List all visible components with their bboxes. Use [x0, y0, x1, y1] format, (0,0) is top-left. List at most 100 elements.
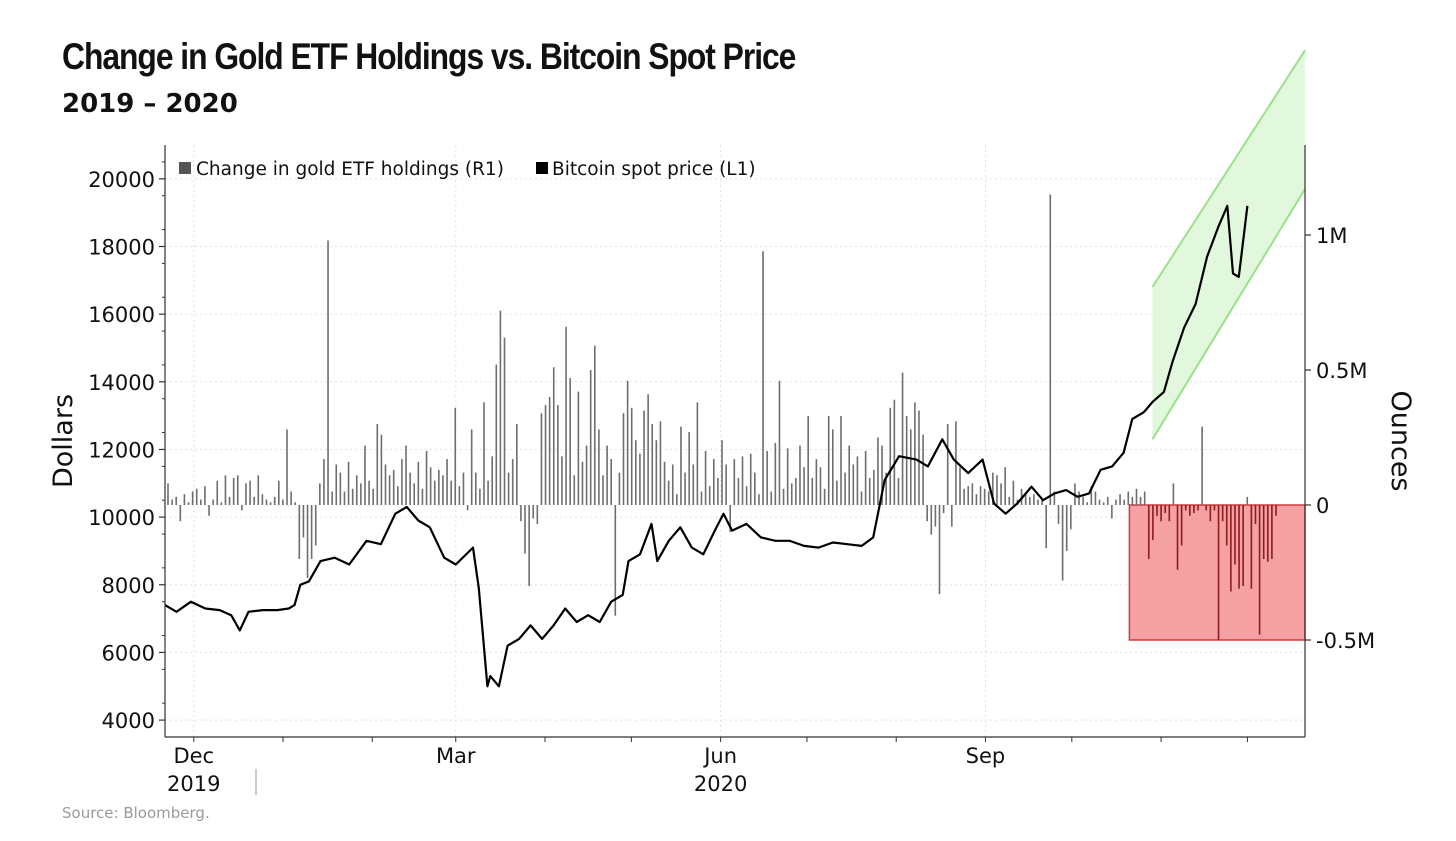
- etf-bar: [179, 505, 182, 522]
- etf-bar: [474, 472, 477, 505]
- etf-bar: [220, 502, 223, 505]
- etf-bar: [651, 424, 654, 505]
- left-tick-label: 20000: [88, 168, 155, 192]
- etf-bar: [1082, 496, 1084, 505]
- etf-bar: [335, 464, 338, 505]
- etf-bar: [216, 480, 219, 505]
- etf-bar: [1028, 496, 1031, 505]
- etf-bar: [1106, 496, 1109, 505]
- right-tick-label: 0.5M: [1316, 359, 1368, 383]
- etf-bar: [782, 488, 785, 505]
- etf-bar: [306, 505, 309, 578]
- etf-bar: [667, 480, 670, 505]
- etf-bar: [971, 483, 974, 505]
- etf-bar: [200, 499, 202, 505]
- etf-bar: [532, 505, 535, 519]
- trend-channel-lower-edge: [1151, 188, 1306, 440]
- etf-bar: [606, 445, 608, 505]
- etf-bar: [1143, 491, 1146, 505]
- etf-bar: [269, 502, 272, 505]
- x-year-label: 2020: [694, 772, 747, 796]
- etf-bar: [548, 397, 551, 505]
- etf-bar: [852, 464, 855, 505]
- etf-bar: [261, 494, 264, 505]
- etf-bar: [922, 434, 924, 505]
- axes: 4000 6000 8000 10000 12000 14000 16000 18000 200…: [48, 145, 1416, 796]
- etf-bar: [462, 472, 465, 505]
- etf-bar: [712, 459, 715, 505]
- etf-bar: [327, 240, 329, 505]
- etf-bar: [491, 456, 493, 505]
- etf-bar: [959, 467, 961, 505]
- etf-bar: [885, 472, 887, 505]
- etf-bar: [257, 475, 260, 505]
- right-tick-label: 1M: [1316, 224, 1347, 248]
- etf-bar: [1070, 505, 1072, 530]
- etf-bar: [659, 421, 662, 505]
- etf-bar: [273, 496, 276, 505]
- etf-bar: [1246, 496, 1249, 505]
- etf-bar: [446, 459, 448, 505]
- etf-bar: [1275, 505, 1277, 516]
- etf-bar: [187, 502, 190, 505]
- etf-bar: [1131, 496, 1134, 505]
- etf-bar: [930, 505, 933, 535]
- etf-bar: [1061, 505, 1064, 581]
- etf-bar: [721, 440, 723, 505]
- etf-bar: [758, 494, 760, 505]
- left-tick-label: 16000: [88, 303, 155, 327]
- etf-bar: [684, 472, 686, 505]
- left-tick-label: 8000: [102, 574, 155, 598]
- etf-bar: [901, 372, 904, 505]
- etf-bar: [351, 488, 354, 505]
- left-axis-title: Dollars: [48, 394, 79, 488]
- etf-bar: [938, 505, 941, 595]
- etf-bar: [671, 464, 674, 505]
- etf-bar: [442, 475, 444, 505]
- etf-bar: [1024, 494, 1027, 505]
- etf-bar: [1057, 505, 1060, 524]
- etf-bar: [790, 483, 793, 505]
- etf-bar: [942, 505, 945, 514]
- etf-bar: [946, 424, 949, 505]
- etf-bar: [860, 491, 863, 505]
- etf-bar: [1123, 499, 1125, 505]
- etf-bar: [585, 445, 588, 505]
- etf-bar: [503, 337, 506, 505]
- etf-bar: [905, 415, 908, 505]
- etf-bar: [1234, 505, 1236, 565]
- etf-bar: [191, 491, 194, 505]
- etf-bar: [208, 505, 210, 516]
- bitcoin-price-line: [164, 204, 1249, 688]
- etf-bar: [536, 505, 539, 524]
- etf-bar: [795, 478, 797, 505]
- etf-bar: [741, 456, 744, 505]
- etf-bar: [528, 505, 530, 586]
- etf-bar: [314, 505, 317, 546]
- etf-bar: [815, 459, 818, 505]
- etf-bar: [1119, 494, 1121, 505]
- etf-bar: [1258, 505, 1261, 635]
- etf-bar: [245, 483, 247, 505]
- etf-bar: [733, 459, 736, 505]
- etf-bar: [1266, 505, 1269, 562]
- etf-bar: [836, 480, 838, 505]
- annotations-under: [1128, 49, 1306, 641]
- etf-bar: [897, 478, 900, 505]
- etf-bar: [708, 486, 711, 505]
- etf-bar: [983, 488, 986, 505]
- etf-bar: [183, 494, 186, 505]
- etf-bar: [967, 486, 970, 505]
- etf-bar: [868, 478, 871, 505]
- etf-bar: [298, 505, 301, 559]
- etf-bar: [593, 345, 596, 505]
- etf-bar: [1271, 505, 1273, 559]
- left-tick-label: 4000: [102, 709, 155, 733]
- etf-bar: [401, 459, 403, 505]
- etf-bar: [762, 251, 764, 505]
- etf-bar: [914, 402, 916, 505]
- etf-bar: [1147, 505, 1150, 559]
- etf-bar: [429, 467, 432, 505]
- etf-bar: [926, 505, 928, 522]
- etf-bar: [388, 475, 391, 505]
